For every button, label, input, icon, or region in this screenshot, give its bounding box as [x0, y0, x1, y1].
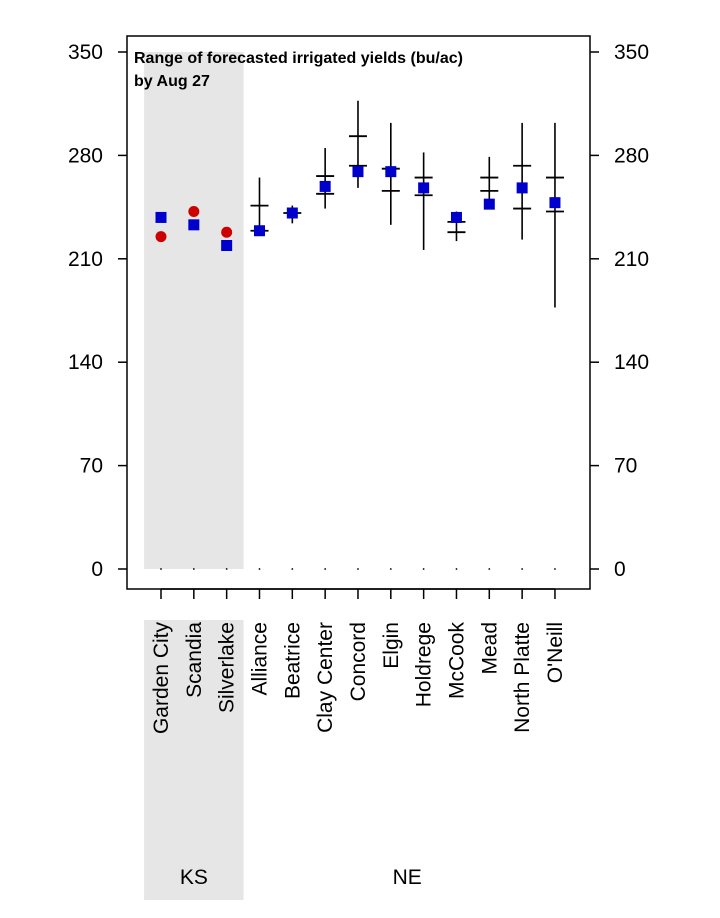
- category-label-holdrege: Holdrege: [413, 622, 436, 707]
- y-tick-label-left-70: 70: [80, 455, 103, 478]
- category-label-alliance: Alliance: [248, 622, 271, 696]
- category-label-north-platte: North Platte: [511, 622, 534, 733]
- chart-title-line-1: Range of forecasted irrigated yields (bu…: [134, 50, 463, 67]
- baseline-dot-o-neill: [554, 568, 556, 570]
- category-label-mead: Mead: [478, 622, 501, 675]
- category-label-mccook: McCook: [445, 622, 468, 700]
- point-square-garden-city: [155, 211, 167, 223]
- point-square-elgin: [385, 166, 397, 178]
- y-tick-label-left-210: 210: [68, 248, 103, 271]
- baseline-dot-silverlake: [225, 568, 228, 570]
- category-label-garden-city: Garden City: [150, 622, 173, 735]
- point-square-mead: [483, 198, 495, 210]
- range-bars-layer: [250, 100, 564, 308]
- category-label-scandia: Scandia: [183, 622, 206, 698]
- y-tick-label-right-210: 210: [614, 248, 649, 271]
- point-square-o-neill: [549, 197, 561, 209]
- y-tick-label-right-280: 280: [614, 144, 649, 167]
- y-tick-label-left-280: 280: [68, 144, 103, 167]
- labels-layer: Garden City Scandia Silverlake Alliance Beat…: [150, 622, 567, 889]
- shade-plot-ks: [144, 52, 244, 569]
- point-square-scandia: [188, 219, 200, 231]
- shade-labels-ks: [144, 620, 244, 900]
- y-tick-label-right-350: 350: [614, 41, 649, 64]
- y-tick-label-right-140: 140: [614, 351, 649, 374]
- data-points-layer: [155, 166, 561, 252]
- baseline-dot-mead: [488, 568, 491, 570]
- point-square-holdrege: [418, 182, 430, 194]
- baseline-dot-north-platte: [521, 568, 524, 570]
- category-label-concord: Concord: [347, 622, 370, 701]
- point-square-silverlake: [221, 240, 233, 252]
- point-circle-garden-city: [155, 231, 167, 243]
- category-label-o-neill: O'Neill: [544, 622, 567, 683]
- axes-layer: 0 0 70 70 140 140 210 210 280 280 350 350: [68, 35, 649, 599]
- state-shading-layer: [144, 52, 244, 900]
- point-square-alliance: [253, 225, 265, 237]
- group-label-ks: KS: [180, 866, 208, 889]
- baseline-dot-concord: [357, 568, 359, 570]
- point-square-concord: [352, 166, 364, 178]
- category-label-clay-center: Clay Center: [314, 622, 337, 733]
- point-circle-scandia: [188, 206, 200, 218]
- point-square-mccook: [450, 211, 462, 223]
- point-circle-silverlake: [221, 226, 233, 238]
- point-square-clay-center: [319, 180, 331, 192]
- baseline-dot-scandia: [192, 568, 195, 570]
- y-tick-label-left-350: 350: [68, 41, 103, 64]
- baseline-dot-alliance: [258, 568, 261, 570]
- category-label-silverlake: Silverlake: [216, 622, 239, 713]
- baseline-dot-garden-city: [160, 568, 162, 570]
- y-tick-label-left-0: 0: [91, 558, 103, 581]
- point-square-north-platte: [516, 182, 528, 194]
- y-tick-label-right-0: 0: [614, 558, 626, 581]
- category-label-elgin: Elgin: [380, 622, 403, 669]
- baseline-dot-elgin: [389, 568, 392, 570]
- chart-title-line-2: by Aug 27: [134, 73, 210, 90]
- y-tick-label-left-140: 140: [68, 351, 103, 374]
- group-label-ne: NE: [393, 866, 422, 889]
- y-tick-label-right-70: 70: [614, 455, 637, 478]
- point-square-beatrice: [286, 207, 298, 219]
- category-label-beatrice: Beatrice: [281, 622, 304, 699]
- baseline-dot-mccook: [455, 568, 458, 570]
- baseline-dot-holdrege: [422, 568, 425, 570]
- baseline-dot-beatrice: [291, 568, 294, 570]
- baseline-dot-clay-center: [324, 568, 327, 570]
